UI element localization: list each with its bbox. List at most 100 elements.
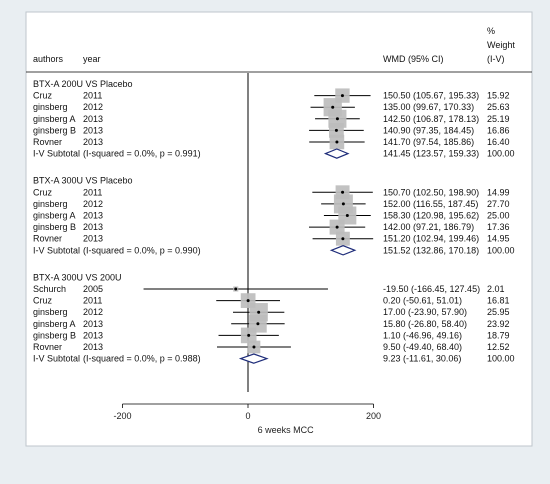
study-effect: 17.00 (-23.90, 57.90)	[383, 307, 467, 317]
study-weight: 17.36	[487, 222, 510, 232]
subtotal-heterogeneity: (I-squared = 0.0%, p = 0.990)	[83, 245, 201, 255]
plot-panel	[25, 11, 533, 447]
study-weight: 25.95	[487, 307, 510, 317]
study-weight: 14.99	[487, 187, 510, 197]
study-weight: 16.40	[487, 137, 510, 147]
header-weight-line1: %	[487, 26, 495, 36]
study-author: Rovner	[33, 234, 62, 244]
study-author: ginsberg A	[33, 211, 76, 221]
subtotal-diamond	[238, 353, 269, 364]
header: authors year WMD (95% CI) % Weight (I-V)	[33, 26, 515, 64]
header-weight-line2: Weight	[487, 40, 515, 50]
subtotal-diamond	[323, 148, 350, 159]
study-weight: 2.01	[487, 284, 505, 294]
study-weight: 23.92	[487, 319, 510, 329]
study-effect: 1.10 (-46.96, 49.16)	[383, 330, 462, 340]
study-weight: 16.86	[487, 125, 510, 135]
study-effect: 152.00 (116.55, 187.45)	[383, 199, 478, 209]
study-effect: 0.20 (-50.61, 51.01)	[383, 296, 462, 306]
point-estimate	[335, 117, 339, 121]
study-year: 2013	[83, 137, 103, 147]
subtotal-weight: 100.00	[487, 245, 515, 255]
study-year: 2011	[83, 187, 102, 197]
study-effect: 135.00 (99.67, 170.33)	[383, 102, 474, 112]
study-weight: 27.70	[487, 199, 510, 209]
study-weight: 14.95	[487, 234, 510, 244]
study-weight: 18.79	[487, 330, 510, 340]
x-tick-label: 200	[366, 411, 381, 421]
point-estimate	[341, 202, 345, 206]
group-title: BTX-A 200U VS Placebo	[33, 79, 133, 89]
point-estimate	[345, 214, 349, 217]
study-author: ginsberg	[33, 307, 68, 317]
point-estimate	[334, 128, 338, 132]
x-tick-label: 0	[245, 411, 250, 421]
study-year: 2013	[83, 342, 103, 352]
study-author: ginsberg	[33, 102, 68, 112]
study-weight: 25.19	[487, 114, 510, 124]
point-estimate	[256, 322, 260, 326]
study-author: Rovner	[33, 137, 62, 147]
subtotal-weight: 100.00	[487, 354, 515, 364]
point-estimate	[234, 287, 238, 291]
study-weight: 15.92	[487, 91, 510, 101]
study-author: Cruz	[33, 296, 53, 306]
study-year: 2013	[83, 125, 103, 135]
study-effect: 141.70 (97.54, 185.86)	[383, 137, 474, 147]
study-author: ginsberg B	[33, 222, 76, 232]
header-weight-line3: (I-V)	[487, 54, 505, 64]
point-estimate	[331, 105, 335, 109]
header-authors: authors	[33, 54, 64, 64]
subtotal-label: I-V Subtotal	[33, 245, 80, 255]
study-effect: 142.00 (97.21, 186.79)	[383, 222, 474, 232]
point-estimate	[335, 225, 339, 229]
study-author: Cruz	[33, 91, 53, 101]
study-author: ginsberg A	[33, 319, 76, 329]
subtotal-effect: 9.23 (-11.61, 30.06)	[383, 354, 461, 364]
subtotal-effect: 141.45 (123.57, 159.33)	[383, 149, 479, 159]
subtotal-effect: 151.52 (132.86, 170.18)	[383, 245, 479, 255]
study-effect: 150.50 (105.67, 195.33)	[383, 91, 479, 101]
study-year: 2013	[83, 211, 103, 221]
study-weight: 16.81	[487, 296, 510, 306]
x-tick-label: -200	[113, 411, 131, 421]
subtotal-weight: 100.00	[487, 149, 515, 159]
x-axis-ticks: -200 0 200	[113, 404, 381, 421]
study-effect: 15.80 (-26.80, 58.40)	[383, 319, 467, 329]
forest-rows: BTX-A 200U VS Placebo Cruz 2011 150.50 (105…	[33, 73, 515, 392]
point-estimate	[340, 94, 344, 98]
subtotal-heterogeneity: (I-squared = 0.0%, p = 0.988)	[83, 354, 201, 364]
study-effect: 142.50 (106.87, 178.13)	[383, 114, 479, 124]
header-year: year	[83, 54, 101, 64]
study-author: Rovner	[33, 342, 62, 352]
study-effect: -19.50 (-166.45, 127.45)	[383, 284, 480, 294]
subtotal-diamond	[329, 245, 357, 256]
study-effect: 9.50 (-49.40, 68.40)	[383, 342, 462, 352]
study-effect: 150.70 (102.50, 198.90)	[383, 187, 479, 197]
header-effect: WMD (95% CI)	[383, 54, 444, 64]
study-year: 2013	[83, 234, 103, 244]
study-effect: 140.90 (97.35, 184.45)	[383, 125, 474, 135]
study-year: 2013	[83, 319, 103, 329]
point-estimate	[335, 140, 339, 144]
study-author: ginsberg B	[33, 330, 76, 340]
study-author: ginsberg B	[33, 125, 76, 135]
point-estimate	[341, 237, 345, 241]
study-year: 2012	[83, 199, 103, 209]
study-effect: 158.30 (120.98, 195.62)	[383, 211, 479, 221]
point-estimate	[257, 310, 261, 314]
point-estimate	[252, 345, 256, 349]
study-year: 2013	[83, 330, 103, 340]
study-weight: 12.52	[487, 342, 510, 352]
study-year: 2011	[83, 296, 102, 306]
study-year: 2012	[83, 102, 103, 112]
subtotal-label: I-V Subtotal	[33, 149, 80, 159]
study-year: 2012	[83, 307, 103, 317]
subtotal-heterogeneity: (I-squared = 0.0%, p = 0.991)	[83, 149, 201, 159]
study-year: 2005	[83, 284, 103, 294]
subtotal-label: I-V Subtotal	[33, 354, 80, 364]
study-author: ginsberg	[33, 199, 68, 209]
study-year: 2013	[83, 114, 103, 124]
study-author: ginsberg A	[33, 114, 76, 124]
